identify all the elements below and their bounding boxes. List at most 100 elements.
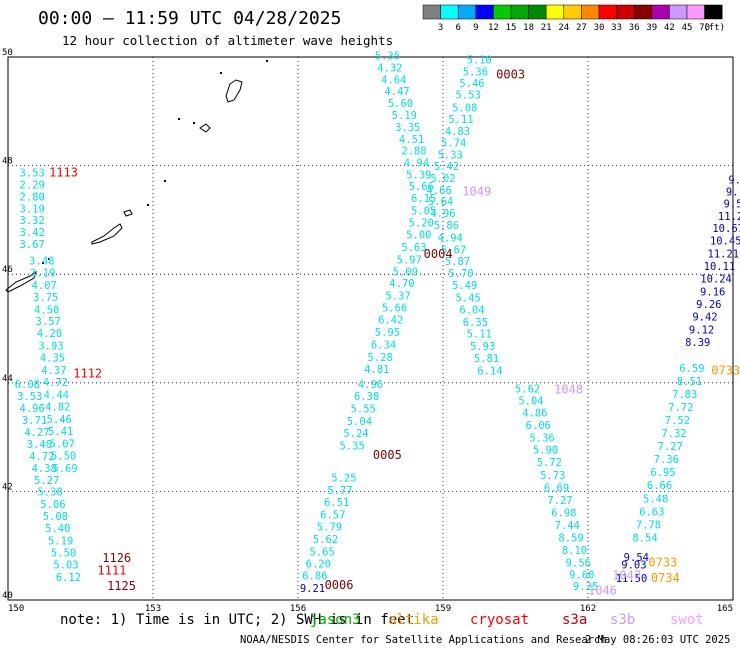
landmass	[5, 60, 268, 293]
swh-value: 7.32	[661, 428, 686, 440]
colorbar-swatch	[563, 4, 582, 20]
mission-jason3: jason3	[310, 612, 361, 628]
swh-value: 6.59	[679, 363, 704, 375]
swh-value: 9.60	[569, 569, 594, 581]
plot-frame	[7, 56, 734, 601]
y-tick-label: 40	[2, 591, 13, 601]
colorbar-label: 21	[541, 23, 552, 33]
footer-note: note: 1) Time is in UTC; 2) SWH is in fe…	[60, 612, 415, 628]
swh-value: 5.81	[474, 353, 499, 365]
swh-value: 5.67	[441, 245, 466, 257]
swh-value: 5.62	[515, 384, 540, 396]
swh-value: 9.54	[624, 552, 649, 564]
swh-value: 3.35	[395, 122, 420, 134]
swh-value: 6.57	[320, 510, 345, 522]
swh-value: 9.42	[692, 311, 717, 323]
swh-value: 9.25	[573, 581, 598, 593]
swh-value: 5.05	[411, 205, 436, 217]
swh-value: 10.24	[700, 273, 732, 285]
footer-credit: NOAA/NESDIS Center for Satellite Applica…	[240, 634, 607, 646]
swh-value: 5.03	[53, 560, 78, 572]
chart-title: 00:00 — 11:59 UTC 04/28/2025	[38, 8, 342, 29]
colorbar-label: 15	[506, 23, 517, 33]
swh-value: 5.08	[452, 102, 477, 114]
x-tick-label: 162	[580, 604, 596, 614]
swh-value: 10.11	[704, 261, 736, 273]
swh-value: 6.95	[650, 467, 675, 479]
swh-value: 5.37	[385, 291, 410, 303]
swh-value: 5.28	[368, 352, 393, 364]
swh-value: 5.55	[351, 404, 376, 416]
swh-value: 4.72	[29, 451, 54, 463]
colorbar-label: 42	[664, 23, 675, 33]
landmass-outline	[5, 270, 37, 293]
swh-value: 5.39	[406, 170, 431, 182]
swh-value: 5.35	[375, 51, 400, 63]
swh-value: 5.25	[331, 473, 356, 485]
swh-value: 5.95	[375, 327, 400, 339]
track-id-label: 1049	[462, 184, 491, 198]
island-dot	[48, 258, 50, 260]
swh-value: 6.35	[463, 317, 488, 329]
swh-value: 5.79	[317, 521, 342, 533]
island-dot	[42, 262, 44, 264]
track-labels: 0003 0004 0005 0006 1048 1049 1113 1112 11261111…	[49, 68, 740, 598]
colorbar-label: 3	[438, 23, 443, 33]
colorbar-unit: (ft)	[703, 23, 725, 33]
swh-value: 10.67	[712, 223, 740, 235]
colorbar-label: 12	[488, 23, 499, 33]
swh-value: 6.14	[477, 366, 502, 378]
track-id-label: 1112	[73, 366, 102, 380]
colorbar-swatch	[616, 4, 635, 20]
swh-value: 4.27	[24, 427, 49, 439]
track-id-label: 1126	[102, 551, 131, 565]
swh-value: 7.36	[654, 454, 679, 466]
colorbar-swatch	[475, 4, 494, 20]
swh-value: 3.93	[38, 341, 63, 353]
swh-value: 4.20	[37, 328, 62, 340]
swh-value: 7.72	[668, 402, 693, 414]
swh-value: 9.?	[726, 186, 740, 198]
island-dot	[147, 204, 149, 206]
y-tick-label: 44	[2, 374, 13, 384]
swh-value: 5.48	[643, 493, 668, 505]
swh-value: 6.34	[371, 340, 396, 352]
swh-value: 5.50	[51, 450, 76, 462]
swh-value: 5.66	[382, 303, 407, 315]
colorbar-swatch	[633, 4, 653, 20]
swh-value: 6.63	[639, 506, 664, 518]
swh-value: 5.19	[48, 536, 73, 548]
swh-value: 7.78	[636, 519, 661, 531]
swh-value: 5.27	[34, 475, 59, 487]
y-tick-label: 48	[2, 157, 13, 167]
colorbar-swatch	[598, 4, 617, 20]
swh-value: 5.08	[43, 511, 68, 523]
swh-value: 5.86	[434, 220, 459, 232]
swh-value: 11.50	[616, 573, 648, 585]
colorbar-swatch	[704, 4, 723, 20]
swh-value: 5.73	[540, 470, 565, 482]
swh-value: 6.20	[306, 558, 331, 570]
swh-value: 6.38	[354, 391, 379, 403]
track-id-label: 0006	[325, 578, 354, 592]
swh-value: 4.72	[43, 377, 68, 389]
swh-value: 3.67	[20, 239, 45, 251]
swh-value: 8.39	[685, 337, 710, 349]
footer-date: 2 May 08:26:03 UTC 2025	[585, 634, 731, 646]
data-points: 5.105.365.465.535.085.114.835.745.335.42…	[15, 51, 740, 595]
swh-value: 4.50	[34, 304, 59, 316]
swh-value: 5.46	[47, 414, 72, 426]
track-id-label: 0734	[651, 571, 680, 585]
swh-value: 8.10	[562, 545, 587, 557]
colorbar-swatch	[528, 4, 547, 20]
colorbar-swatch	[686, 4, 705, 20]
track-id-label: 1111	[97, 563, 126, 577]
swh-value: 5.11	[448, 114, 473, 126]
swh-value: 5.07	[49, 438, 74, 450]
swh-value: 3.40	[27, 439, 52, 451]
swh-value: 4.32	[377, 63, 402, 75]
swh-value: 5.09	[393, 266, 418, 278]
colorbar-label: 27	[576, 23, 587, 33]
swh-value: 5.65	[310, 546, 335, 558]
